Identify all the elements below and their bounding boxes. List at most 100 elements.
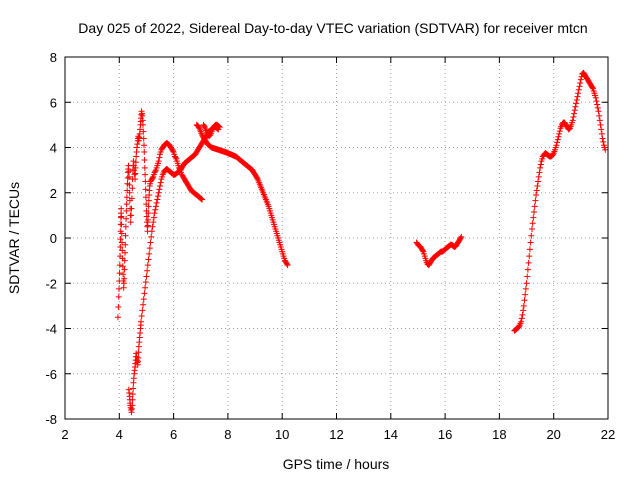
- data-point: [129, 402, 136, 409]
- data-point: [116, 285, 123, 292]
- data-point: [121, 275, 128, 282]
- data-point: [525, 259, 532, 266]
- y-tick-label: -2: [45, 276, 57, 291]
- data-point: [128, 205, 135, 212]
- data-point: [144, 262, 151, 269]
- data-point: [122, 232, 129, 239]
- data-point: [122, 249, 129, 256]
- data-point: [556, 128, 563, 135]
- data-point: [528, 232, 535, 239]
- data-point: [152, 168, 159, 175]
- x-tick-label: 4: [116, 427, 123, 442]
- data-point: [595, 108, 602, 115]
- data-point: [419, 247, 426, 254]
- data-point: [117, 244, 124, 251]
- y-axis-label: SDTVAR / TECUs: [6, 182, 22, 294]
- data-point: [118, 230, 125, 237]
- data-point: [129, 185, 136, 192]
- data-point: [571, 110, 578, 117]
- data-point: [598, 126, 605, 133]
- data-point: [145, 210, 152, 217]
- data-point: [150, 219, 157, 226]
- data-point: [533, 187, 540, 194]
- y-tick-label: -4: [45, 322, 57, 337]
- data-point: [123, 207, 130, 214]
- data-point: [537, 164, 544, 171]
- data-point: [596, 112, 603, 119]
- data-point: [199, 196, 206, 203]
- data-point: [146, 245, 153, 252]
- data-point: [574, 93, 581, 100]
- data-point: [118, 221, 125, 228]
- data-point: [201, 123, 208, 130]
- data-point: [142, 186, 149, 193]
- data-point: [531, 203, 538, 210]
- data-point: [116, 270, 123, 277]
- data-point: [151, 210, 158, 217]
- data-point: [254, 175, 261, 182]
- data-point: [117, 236, 124, 243]
- data-point: [154, 196, 161, 203]
- data-point: [142, 194, 149, 201]
- data-point: [556, 130, 563, 137]
- data-point: [138, 318, 145, 325]
- data-point: [149, 223, 156, 230]
- data-point: [589, 84, 596, 91]
- x-tick-label: 12: [329, 427, 343, 442]
- data-point: [578, 73, 585, 80]
- data-point: [140, 135, 147, 142]
- data-point: [139, 307, 146, 314]
- y-tick-label: 6: [50, 95, 57, 110]
- data-point: [216, 123, 223, 130]
- data-point: [573, 96, 580, 103]
- x-tick-label: 2: [61, 427, 68, 442]
- data-point: [550, 151, 557, 158]
- data-point: [140, 301, 147, 308]
- data-point: [524, 266, 531, 273]
- data-point: [216, 124, 223, 131]
- data-point: [142, 178, 149, 185]
- data-point: [152, 206, 159, 213]
- data-point: [169, 147, 176, 154]
- data-point: [600, 138, 607, 145]
- data-point: [119, 263, 126, 270]
- data-point: [125, 168, 132, 175]
- data-point: [577, 80, 584, 87]
- data-point: [458, 233, 465, 240]
- data-point: [132, 164, 139, 171]
- data-point: [126, 189, 133, 196]
- series-pass-d: [200, 121, 223, 140]
- data-point: [148, 228, 155, 235]
- data-point: [570, 113, 577, 120]
- data-point: [518, 318, 525, 325]
- data-point: [523, 280, 530, 287]
- data-point: [215, 123, 222, 130]
- data-point: [529, 220, 536, 227]
- data-point: [132, 170, 139, 177]
- data-point: [526, 253, 533, 260]
- data-point: [522, 285, 529, 292]
- data-points: [114, 69, 609, 416]
- series-pass-f: [511, 69, 609, 334]
- data-point: [122, 223, 129, 230]
- data-point: [602, 146, 609, 153]
- data-point: [143, 273, 150, 280]
- data-point: [573, 100, 580, 107]
- data-point: [129, 396, 136, 403]
- data-point: [140, 296, 147, 303]
- data-point: [118, 205, 125, 212]
- data-point: [139, 121, 146, 128]
- data-point: [141, 156, 148, 163]
- data-point: [153, 199, 160, 206]
- series-pass-e: [413, 233, 465, 269]
- axis-ticks: 2 4 6 8 10 12 14 16 18 20 22 -8 -6 -4 -2 0 2 4 6 8: [45, 50, 615, 442]
- data-point: [575, 90, 582, 97]
- data-point: [129, 391, 136, 398]
- data-point: [120, 271, 127, 278]
- data-point: [127, 219, 134, 226]
- data-point: [128, 212, 135, 219]
- data-point: [152, 203, 159, 210]
- data-point: [284, 262, 291, 269]
